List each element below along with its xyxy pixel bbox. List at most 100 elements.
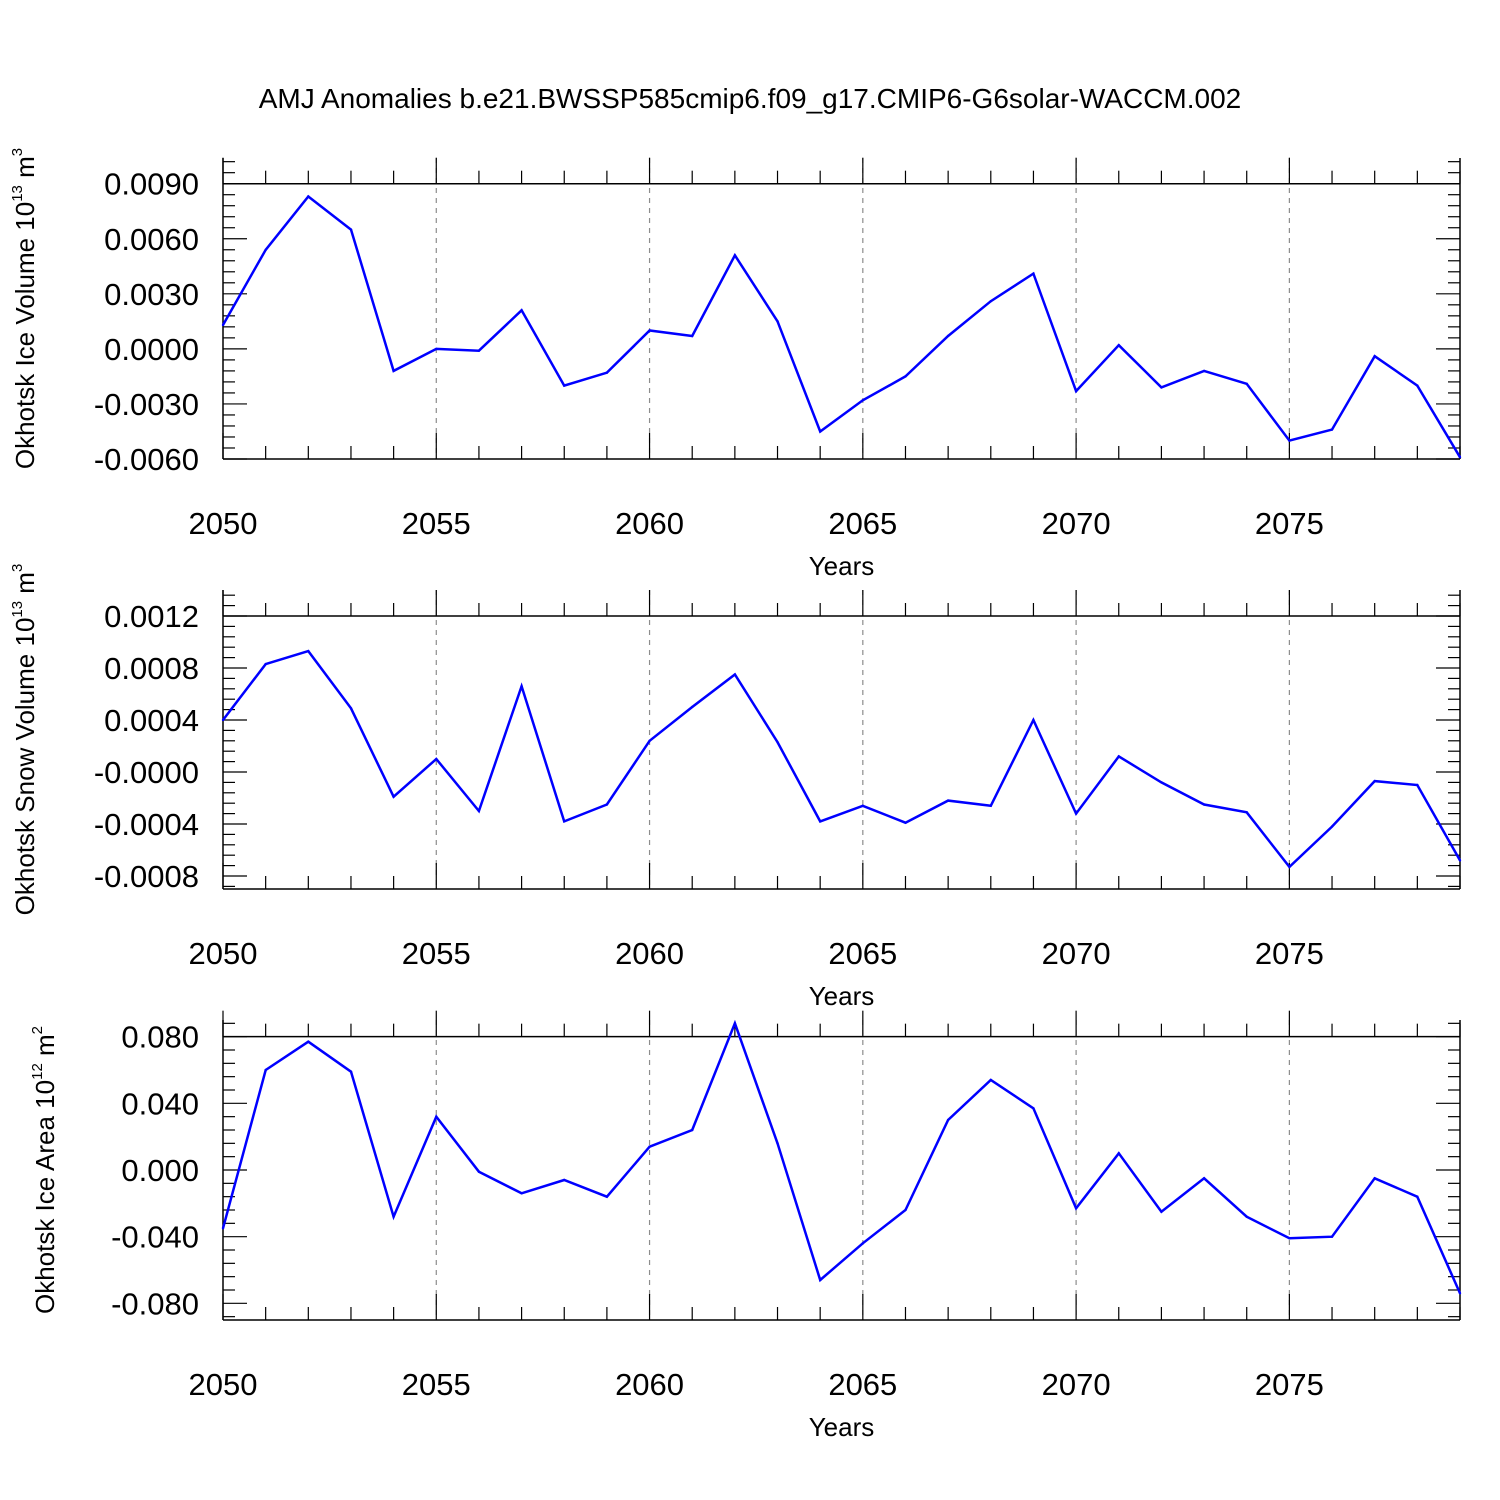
data-point [563,1178,566,1182]
x-axis-label: Years [809,551,875,581]
data-point [1373,355,1376,358]
data-point [520,685,523,688]
data-point [1245,811,1248,814]
y-tick-label: 0.0012 [104,599,199,634]
data-point [904,821,907,824]
y-axis-label: Okhotsk Ice Area 1012 m2 [29,1026,60,1314]
data-point [392,1215,395,1218]
data-point [776,320,779,323]
data-point [1032,272,1035,275]
data-point [904,375,907,378]
data-point [221,718,225,722]
data-point [1074,1207,1078,1210]
data-point [349,1070,353,1073]
data-point [1330,428,1334,431]
data-point [1245,382,1248,385]
data-point [1032,718,1035,722]
data-point [1330,1235,1334,1238]
data-point [819,1278,822,1282]
data-point [435,347,438,351]
data-point [264,1068,267,1072]
data-point [1074,812,1078,815]
data-point [1202,369,1206,373]
y-tick-label: -0.0004 [94,807,199,842]
data-point [264,662,267,666]
y-axis-label-unit: m [10,156,40,185]
data-point [819,430,822,433]
data-point [861,1242,864,1245]
data-point [349,707,353,710]
data-point [1202,1177,1206,1180]
data-point [733,673,737,676]
y-tick-label: -0.0008 [94,859,199,894]
data-point [1373,779,1376,783]
data-point [648,329,651,332]
data-point [605,803,609,806]
data-point [946,334,950,338]
data-point [1160,1210,1163,1213]
data-point [648,739,651,742]
data-point [435,757,438,761]
data-point [349,228,353,231]
data-point [520,309,523,312]
data-point [1416,1195,1419,1198]
x-tick-label: 2075 [1255,506,1324,541]
data-point [1160,386,1163,389]
x-tick-label: 2055 [402,936,471,971]
data-point [1288,865,1291,869]
data-point [989,804,992,807]
data-point [1245,1215,1248,1218]
data-point [221,1227,225,1230]
y-tick-label: -0.0030 [94,387,199,422]
y-axis-label-unit-exp: 2 [29,1026,46,1034]
data-point [989,1078,992,1082]
chart-panel-1: 2050 2055 2060 2065 2070 2075 Years -0.0060 -0.0… [9,148,1462,581]
data-point [1202,803,1206,806]
data-point [691,705,694,709]
data-point [307,649,310,653]
data-point [733,254,737,257]
x-tick-label: 2050 [189,936,258,971]
x-tick-label: 2075 [1255,1367,1324,1402]
data-point [776,740,779,744]
y-tick-label: 0.080 [121,1020,199,1055]
data-point [946,799,950,802]
y-tick-label: 0.0008 [104,651,199,686]
x-tick-label: 2065 [828,1367,897,1402]
y-axis-label-base: Okhotsk Snow Volume 10 [10,618,40,916]
y-tick-label: 0.0060 [104,222,199,257]
y-axis-label-unit-exp: 3 [9,564,26,572]
y-tick-label: 0.0000 [104,332,199,367]
data-point [1330,825,1334,828]
data-point [819,820,822,823]
data-point [520,1192,523,1195]
x-tick-label: 2055 [402,1367,471,1402]
data-point [1160,781,1163,784]
y-tick-label: 0.0090 [104,167,199,202]
y-axis-label-unit-exp: 3 [9,148,26,156]
panels: 2050 2055 2060 2065 2070 2075 Years -0.0060 -0.0… [9,148,1462,1442]
y-axis-label-exp: 13 [9,601,26,618]
x-tick-label: 2070 [1042,1367,1111,1402]
data-point [691,1128,694,1132]
data-point [1416,384,1419,387]
x-tick-label: 2075 [1255,936,1324,971]
data-point [946,1118,950,1122]
y-tick-label: -0.0000 [94,755,199,790]
data-point [1117,344,1121,347]
data-point [1288,1237,1291,1240]
data-point [477,809,481,813]
data-point [861,399,864,402]
data-point [435,1115,438,1118]
x-axis-label: Years [809,1412,875,1442]
data-point [1074,389,1078,393]
y-axis-label: Okhotsk Ice Volume 1013 m3 [9,148,40,469]
data-point [563,384,566,387]
data-point [1117,1152,1121,1155]
x-tick-label: 2055 [402,506,471,541]
data-point [904,1208,907,1212]
data-point [861,804,864,807]
y-tick-label: 0.000 [121,1153,199,1188]
